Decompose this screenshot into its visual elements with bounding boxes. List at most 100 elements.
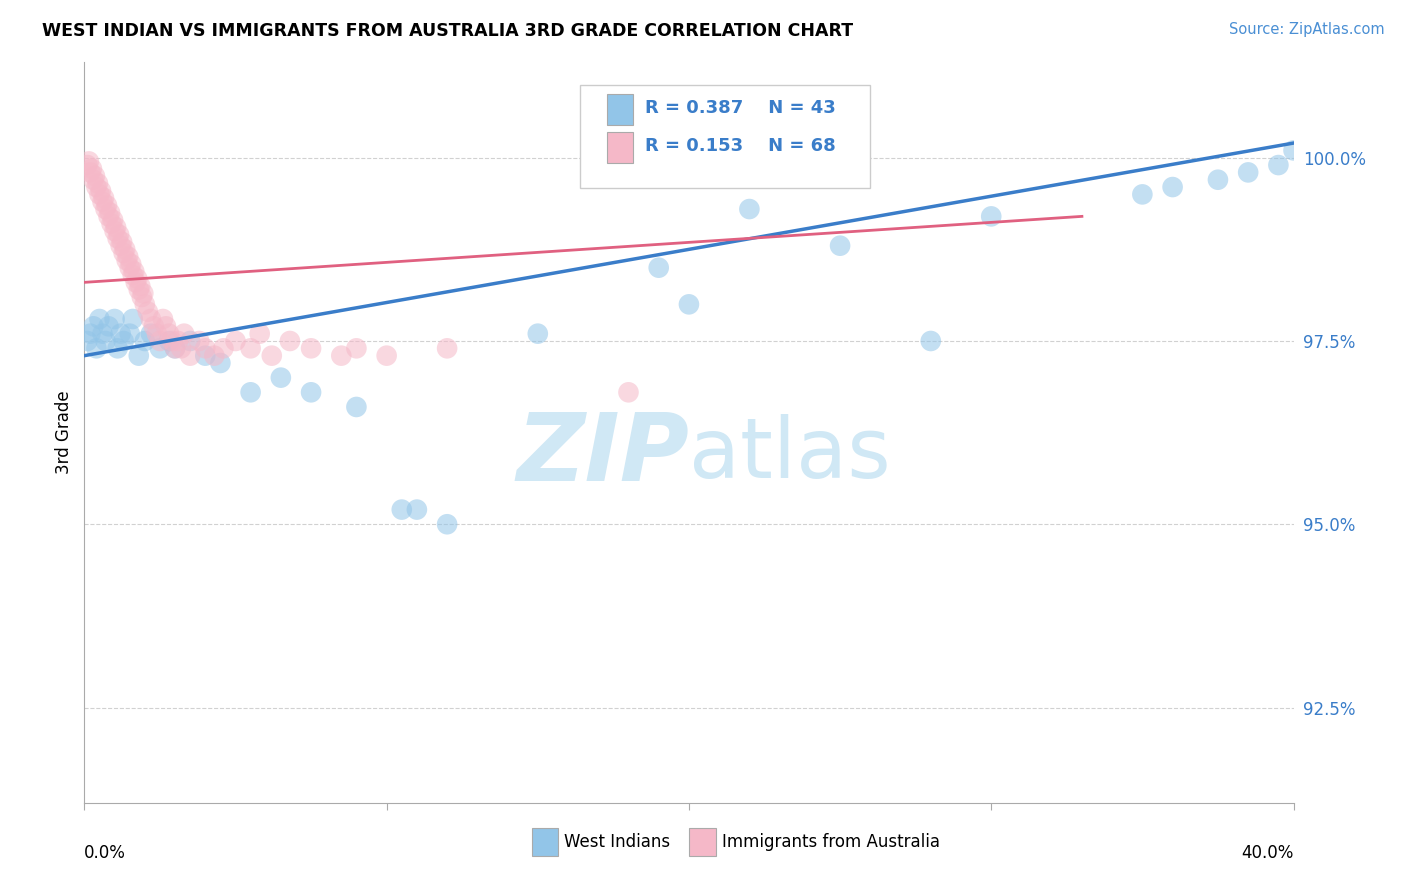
Point: [112, 246, 135, 260]
Point: [375, 349, 398, 363]
Point: [173, 326, 195, 341]
Point: [149, 341, 172, 355]
Point: [104, 312, 127, 326]
Point: [120, 257, 142, 271]
Bar: [689, 828, 716, 856]
Point: [330, 349, 353, 363]
Point: [149, 334, 172, 348]
Point: [112, 334, 135, 348]
Point: [86, 341, 108, 355]
Point: [107, 341, 129, 355]
Point: [90, 184, 112, 198]
Text: 40.0%: 40.0%: [1241, 844, 1294, 862]
Point: [980, 210, 1002, 224]
Point: [97, 210, 120, 224]
Point: [104, 224, 127, 238]
Point: [96, 198, 118, 212]
Point: [1206, 172, 1229, 186]
Point: [1267, 158, 1289, 172]
Point: [129, 279, 152, 293]
Point: [97, 319, 120, 334]
Point: [239, 385, 262, 400]
Point: [1132, 187, 1154, 202]
Point: [79, 326, 101, 341]
Point: [436, 341, 458, 355]
Text: Source: ZipAtlas.com: Source: ZipAtlas.com: [1229, 22, 1385, 37]
Point: [134, 334, 156, 348]
Point: [346, 341, 368, 355]
Point: [436, 517, 458, 532]
Text: R = 0.387    N = 43: R = 0.387 N = 43: [645, 99, 837, 118]
Point: [260, 349, 283, 363]
Point: [179, 334, 201, 348]
Point: [76, 334, 98, 348]
Point: [82, 172, 104, 186]
Point: [114, 243, 136, 257]
Point: [406, 502, 429, 516]
Point: [84, 169, 107, 183]
Point: [527, 326, 550, 341]
Point: [98, 205, 121, 219]
Point: [82, 319, 104, 334]
Point: [678, 297, 700, 311]
Point: [107, 231, 129, 245]
Point: [127, 271, 149, 285]
Point: [136, 304, 159, 318]
Point: [125, 276, 148, 290]
Text: ZIP: ZIP: [516, 409, 689, 500]
Text: atlas: atlas: [689, 414, 890, 495]
Point: [132, 286, 155, 301]
Point: [131, 290, 153, 304]
Bar: [607, 95, 633, 126]
Point: [160, 334, 183, 348]
Point: [76, 158, 98, 172]
Point: [270, 370, 292, 384]
Point: [79, 165, 101, 179]
Point: [920, 334, 942, 348]
Point: [157, 326, 180, 341]
Point: [167, 334, 190, 348]
Point: [299, 385, 322, 400]
Text: West Indians: West Indians: [564, 833, 671, 851]
Point: [77, 154, 100, 169]
Point: [86, 180, 108, 194]
Point: [239, 341, 262, 355]
Point: [94, 202, 117, 216]
Point: [128, 349, 150, 363]
Point: [170, 341, 193, 355]
Point: [1161, 180, 1184, 194]
Point: [249, 326, 271, 341]
Point: [648, 260, 671, 275]
Point: [122, 264, 145, 278]
Point: [121, 268, 143, 282]
Point: [80, 161, 103, 176]
Point: [110, 326, 132, 341]
Point: [108, 227, 131, 242]
Bar: [531, 828, 558, 856]
Point: [157, 334, 180, 348]
Point: [617, 385, 640, 400]
Point: [391, 502, 413, 516]
Text: R = 0.153    N = 68: R = 0.153 N = 68: [645, 137, 837, 155]
Point: [139, 312, 162, 326]
Text: 0.0%: 0.0%: [84, 844, 127, 862]
Point: [89, 312, 111, 326]
Point: [121, 312, 143, 326]
Point: [830, 238, 852, 252]
Bar: [607, 132, 633, 163]
Point: [100, 217, 122, 231]
FancyBboxPatch shape: [581, 85, 870, 188]
Point: [278, 334, 301, 348]
Point: [87, 177, 110, 191]
Point: [188, 334, 211, 348]
Point: [346, 400, 368, 414]
Point: [93, 191, 115, 205]
Point: [91, 194, 114, 209]
Point: [118, 326, 141, 341]
Point: [225, 334, 247, 348]
Point: [128, 283, 150, 297]
Point: [212, 341, 235, 355]
Point: [115, 253, 138, 268]
Point: [165, 341, 187, 355]
Point: [155, 319, 177, 334]
